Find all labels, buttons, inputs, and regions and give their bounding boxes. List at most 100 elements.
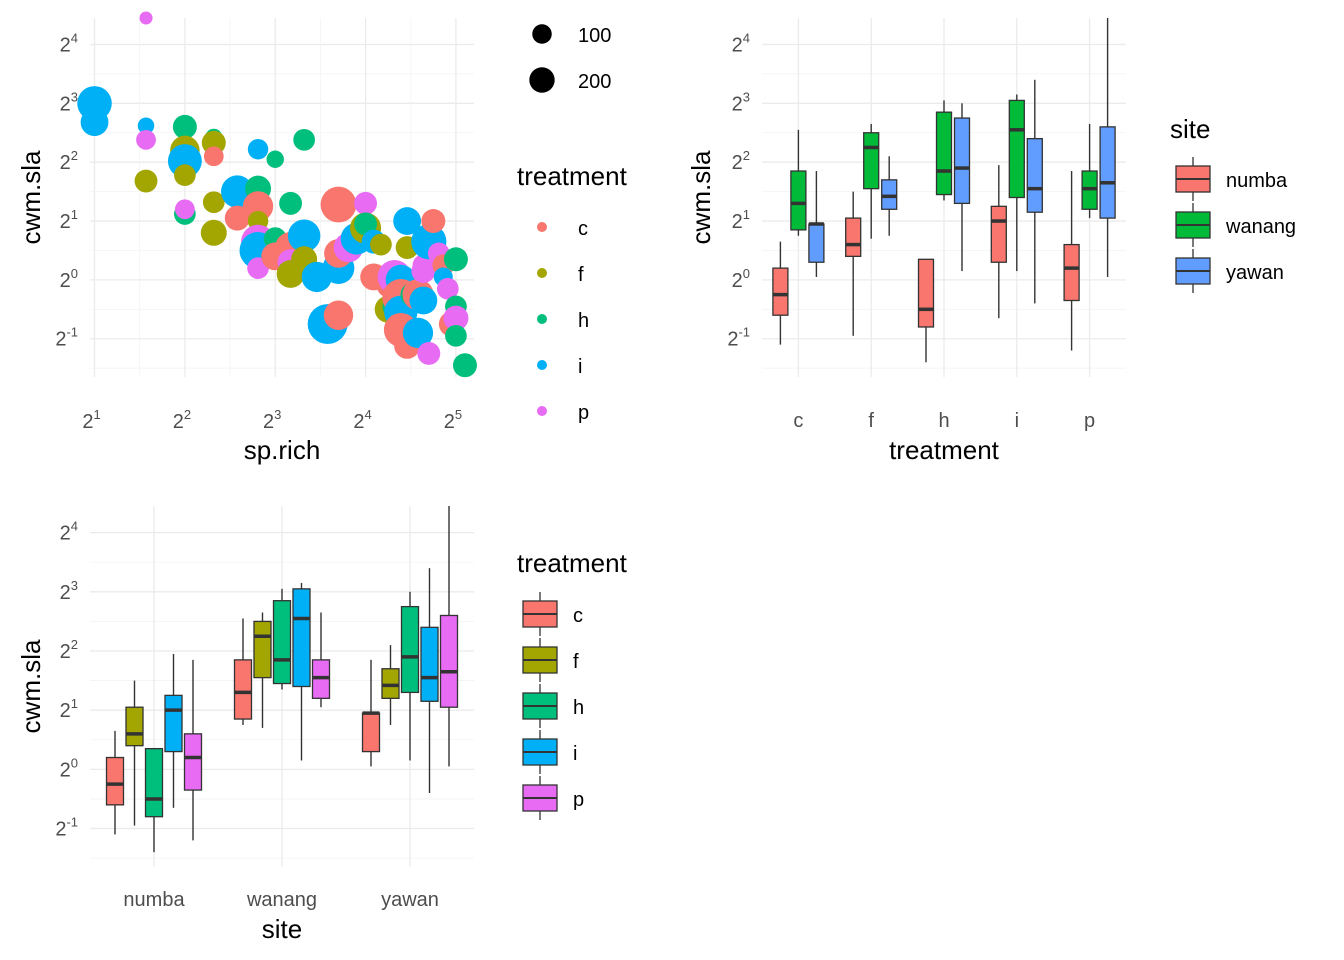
y-tick-label: 24 [60,519,78,545]
y-tick-label: 20 [732,266,750,292]
x-tick-label: c [793,410,803,432]
box-numba-c [105,756,125,806]
y-tick-label: 24 [60,30,78,56]
color-legend-key-h [537,314,547,324]
legend-label: yawan [1226,262,1284,284]
size-legend-key [529,67,555,93]
scatter-point-i [247,139,269,160]
scatter-point-h [172,114,197,139]
scatter-point-i [409,286,438,315]
y-tick-label: 20 [60,266,78,292]
y-tick-label: 23 [732,89,750,115]
box-yawan-p [439,614,459,708]
x-tick-label: 24 [353,407,371,433]
box-p-numba [1063,243,1080,302]
box-f-numba [845,217,862,258]
x-axis-title: site [262,914,302,944]
box-f-wanang [863,132,880,190]
scatter-point-p [139,11,153,25]
scatter-point-p [354,191,378,215]
scatter-point-f [200,219,227,246]
x-tick-label: 25 [444,407,462,433]
x-axis-title: treatment [889,435,1000,465]
scatter-point-p [136,129,156,150]
y-axis-title: cwm.sla [686,150,716,244]
scatter-point-i [80,108,109,137]
y-tick-label: 21 [60,696,78,722]
scatter-point-h [279,191,303,215]
x-tick-label: f [868,410,874,432]
color-legend-label: p [578,402,589,424]
x-tick-label: i [1015,410,1019,432]
legend-title: site [1170,114,1210,144]
scatter-panel: 2-1 20 21 22 23 24 21 22 23 24 25 sp.rich cwm.sla 100… [16,11,628,465]
legend-label: p [573,789,584,811]
y-tick-label: 21 [60,207,78,233]
y-tick-label: 22 [60,637,78,663]
scatter-point-i [287,219,321,252]
scatter-point-i [393,207,422,235]
box-numba-p [183,733,203,791]
x-tick-label: 22 [173,407,191,433]
y-tick-label: 2-1 [727,325,750,351]
box-c-numba [772,267,789,316]
box-yawan-h [400,605,420,694]
box-yawan-f [381,668,400,699]
size-legend-label: 200 [578,71,611,93]
scatter-point-h [354,212,378,236]
box-wanang-i [292,588,311,688]
scatter-point-c [320,186,357,223]
color-legend-label: h [578,310,589,332]
color-legend-title: treatment [517,161,628,191]
box-i-wanang [1008,99,1025,199]
x-tick-label: p [1084,410,1095,432]
box-wanang-c [233,659,253,720]
color-legend-key-c [537,222,547,232]
boxplot-by-site-panel: 2-1 20 21 22 23 24 numba wanang yawan site cwm.sla… [16,506,628,944]
scatter-point-h [443,247,468,272]
color-legend-key-p [537,406,547,416]
size-legend-key [532,24,552,44]
scatter-point-c [323,300,354,330]
y-axis-title: cwm.sla [16,639,46,733]
box-h-numba [917,258,935,328]
x-tick-label: wanang [246,889,317,911]
scatter-point-p [443,305,469,331]
box-c-yawan [808,223,825,263]
box-numba-f [125,706,144,747]
box-i-numba [990,205,1007,263]
color-legend-label: i [578,356,582,378]
scatter-point-h [293,128,315,151]
y-tick-label: 20 [60,755,78,781]
legend-label: i [573,743,577,765]
box-wanang-h [272,600,292,685]
x-tick-label: h [938,410,949,432]
scatter-point-p [174,199,195,220]
box-wanang-f [253,620,272,679]
scatter-point-f [202,191,225,214]
box-h-wanang [935,111,953,196]
scatter-point-p [417,342,441,365]
scatter-point-c [203,146,224,167]
y-tick-label: 2-1 [55,815,78,841]
scatter-point-h [452,353,477,378]
scatter-point-h [445,324,467,347]
box-yawan-i [420,626,439,702]
y-tick-label: 22 [732,148,750,174]
legend-label: f [573,651,579,673]
scatter-point-c [224,205,250,231]
scatter-point-c [242,191,274,222]
box-p-yawan [1099,126,1116,219]
legend-label: c [573,605,583,627]
y-tick-label: 23 [60,89,78,115]
y-axis-title: cwm.sla [16,150,46,244]
size-legend-label: 100 [578,25,611,47]
scatter-point-f [134,169,158,193]
box-f-yawan [881,179,898,210]
x-axis-title: sp.rich [244,435,321,465]
scatter-point-f [174,164,196,186]
y-tick-label: 22 [60,148,78,174]
x-tick-label: 21 [82,407,100,433]
y-tick-label: 2-1 [55,325,78,351]
